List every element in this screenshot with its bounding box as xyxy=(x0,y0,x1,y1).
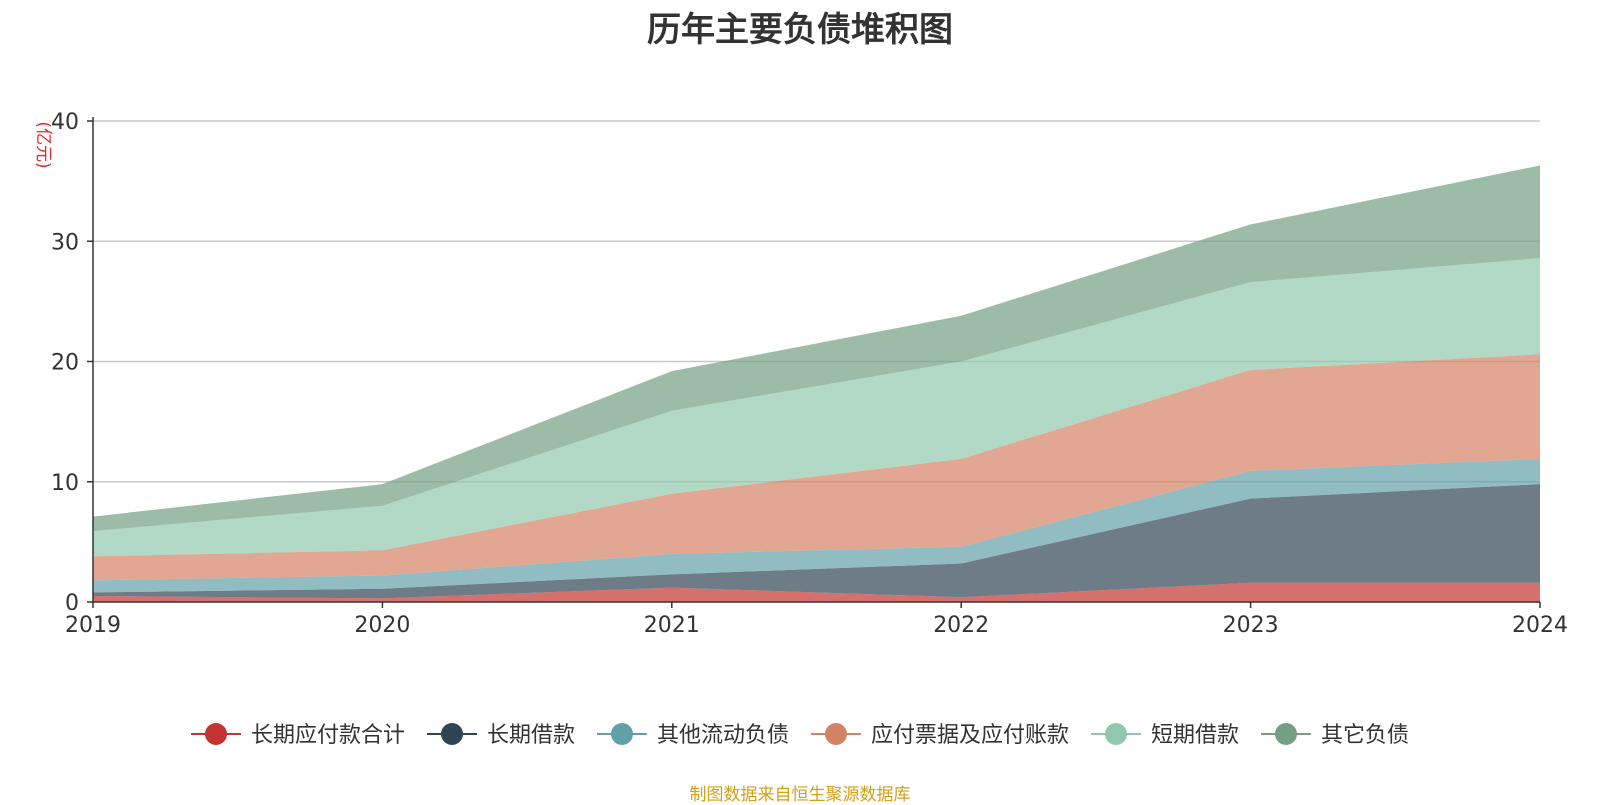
x-tick-label: 2019 xyxy=(65,613,121,638)
x-tick-label: 2023 xyxy=(1223,613,1279,638)
source-note: 制图数据来自恒生聚源数据库 xyxy=(689,785,911,805)
area-series-5[interactable] xyxy=(93,258,1540,557)
legend-marker-icon xyxy=(205,723,227,745)
y-tick-label: 10 xyxy=(51,471,79,496)
legend-label: 短期借款 xyxy=(1151,723,1239,748)
legend-marker-icon xyxy=(441,723,463,745)
y-tick-label: 30 xyxy=(51,230,79,255)
x-tick-label: 2024 xyxy=(1512,613,1568,638)
chart-title: 历年主要负债堆积图 xyxy=(647,10,953,50)
legend-marker-icon xyxy=(1105,723,1127,745)
y-tick-label: 20 xyxy=(51,351,79,376)
y-axis-unit-label: (亿元) xyxy=(33,121,53,168)
legend-marker-icon xyxy=(611,723,633,745)
stacked-areas xyxy=(93,165,1540,602)
area-series-2[interactable] xyxy=(93,484,1540,599)
x-tick-label: 2020 xyxy=(354,613,410,638)
legend-marker-icon xyxy=(825,723,847,745)
legend-label: 其它负债 xyxy=(1321,723,1409,748)
area-series-4[interactable] xyxy=(93,354,1540,581)
legend-item-6[interactable]: 其它负债 xyxy=(1261,723,1409,748)
legend-item-2[interactable]: 长期借款 xyxy=(427,723,575,748)
y-tick-label: 40 xyxy=(51,110,79,135)
area-series-3[interactable] xyxy=(93,458,1540,593)
legend-label: 长期应付款合计 xyxy=(251,723,405,748)
legend-item-1[interactable]: 长期应付款合计 xyxy=(191,723,405,748)
axes: 0 10 20 30 40 2019 2020 2021 2022 2023 2024 xyxy=(51,110,1568,638)
legend-label: 长期借款 xyxy=(487,723,575,748)
legend-marker-icon xyxy=(1275,723,1297,745)
x-tick-label: 2022 xyxy=(933,613,989,638)
legend-item-5[interactable]: 短期借款 xyxy=(1091,723,1239,748)
legend[interactable]: 长期应付款合计 长期借款 其他流动负债 应付票据及应付账款 短期借款 其它负债 xyxy=(191,723,1409,748)
area-series-6[interactable] xyxy=(93,165,1540,532)
legend-item-4[interactable]: 应付票据及应付账款 xyxy=(811,723,1069,748)
legend-item-3[interactable]: 其他流动负债 xyxy=(597,723,789,748)
legend-label: 应付票据及应付账款 xyxy=(871,723,1069,748)
x-tick-label: 2021 xyxy=(644,613,700,638)
legend-label: 其他流动负债 xyxy=(657,723,789,748)
y-tick-label: 0 xyxy=(65,591,79,616)
